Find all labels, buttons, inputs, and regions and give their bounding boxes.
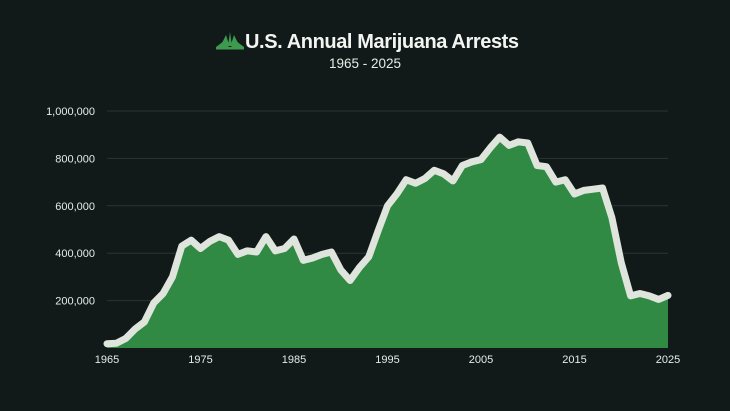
area-fill: [107, 137, 668, 348]
y-tick-label: 800,000: [55, 153, 95, 165]
chart-header: U.S. Annual Marijuana Arrests 1965 - 202…: [216, 31, 519, 71]
y-tick-label: 600,000: [55, 201, 95, 213]
cannabis-leaf-icon: [216, 32, 244, 50]
chart-title: U.S. Annual Marijuana Arrests: [245, 31, 519, 53]
x-tick-label: 2025: [656, 354, 680, 366]
x-tick-label: 2015: [562, 354, 586, 366]
series-line: [103, 133, 672, 348]
x-tick-label: 2005: [469, 354, 493, 366]
y-tick-label: 1,000,000: [46, 106, 95, 118]
leaf-base: [216, 47, 244, 50]
y-tick-label: 200,000: [55, 296, 95, 308]
x-tick-label: 1965: [95, 354, 119, 366]
x-tick-label: 1995: [375, 354, 399, 366]
x-tick-label: 1985: [282, 354, 306, 366]
series-area: [103, 133, 672, 348]
y-tick-label: 400,000: [55, 248, 95, 260]
chart-subtitle: 1965 - 2025: [329, 56, 401, 71]
leaf-part-2: [221, 35, 230, 46]
x-axis: 1965 1975 1985 1995 2005 2015 2025: [95, 354, 680, 366]
leaf-part-3: [230, 35, 239, 46]
y-axis: 200,000 400,000 600,000 800,000 1,000,000: [46, 106, 95, 308]
x-tick-label: 1975: [188, 354, 212, 366]
leaf-part-4: [228, 32, 232, 46]
